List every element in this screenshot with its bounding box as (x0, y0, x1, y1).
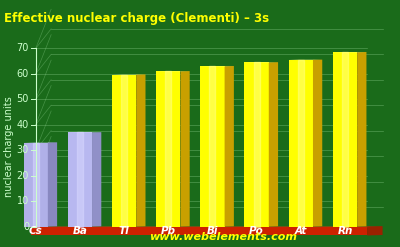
Text: 20: 20 (17, 171, 29, 181)
Polygon shape (333, 52, 357, 226)
Text: 0: 0 (23, 222, 29, 231)
Polygon shape (367, 226, 382, 235)
Polygon shape (24, 142, 57, 143)
Text: 30: 30 (17, 145, 29, 155)
Polygon shape (180, 71, 190, 226)
Polygon shape (92, 132, 101, 226)
Polygon shape (244, 62, 269, 226)
Text: Po: Po (249, 226, 264, 236)
Polygon shape (200, 66, 224, 226)
Text: www.webelements.com: www.webelements.com (150, 232, 298, 243)
Polygon shape (112, 74, 146, 75)
Polygon shape (254, 62, 260, 226)
Text: At: At (295, 226, 307, 236)
Polygon shape (156, 71, 180, 226)
Text: 40: 40 (17, 120, 29, 130)
Text: Ba: Ba (72, 226, 87, 236)
Text: 10: 10 (17, 196, 29, 206)
Text: 70: 70 (17, 43, 29, 53)
Text: Effective nuclear charge (Clementi) – 3s: Effective nuclear charge (Clementi) – 3s (4, 12, 269, 25)
Text: Cs: Cs (29, 226, 42, 236)
Polygon shape (313, 60, 322, 226)
Polygon shape (77, 132, 83, 226)
Polygon shape (136, 74, 146, 226)
Polygon shape (165, 71, 171, 226)
Text: 50: 50 (17, 94, 29, 104)
Polygon shape (342, 52, 348, 226)
Text: Rn: Rn (337, 226, 353, 236)
Polygon shape (210, 66, 216, 226)
Text: Bi: Bi (207, 226, 218, 236)
Polygon shape (48, 142, 57, 226)
Polygon shape (68, 132, 92, 226)
Polygon shape (224, 66, 234, 226)
Text: 60: 60 (17, 69, 29, 79)
Polygon shape (289, 60, 313, 226)
Polygon shape (31, 226, 367, 235)
Text: Tl: Tl (119, 226, 129, 236)
Polygon shape (33, 143, 39, 226)
Polygon shape (24, 143, 48, 226)
Polygon shape (298, 60, 304, 226)
Text: Pb: Pb (161, 226, 176, 236)
Polygon shape (121, 75, 127, 226)
Text: nuclear charge units: nuclear charge units (4, 96, 14, 197)
Polygon shape (269, 62, 278, 226)
Polygon shape (357, 52, 366, 226)
Polygon shape (112, 75, 136, 226)
